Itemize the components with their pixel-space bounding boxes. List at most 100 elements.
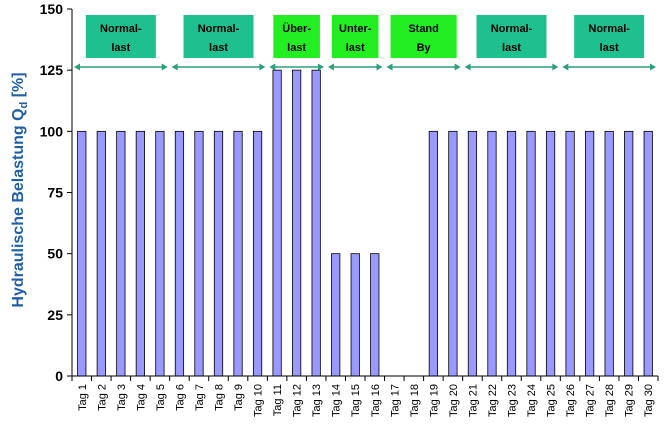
x-tick-label: Tag 8 xyxy=(214,384,226,411)
bar xyxy=(604,130,614,377)
bar xyxy=(77,130,87,377)
phase-arrowhead-right xyxy=(259,63,266,71)
bar xyxy=(292,69,302,377)
x-tick-label: Tag 12 xyxy=(292,384,304,417)
phase-arrowhead-right xyxy=(376,63,383,71)
phase-label-box xyxy=(390,15,457,58)
x-tick-label: Tag 6 xyxy=(174,384,186,411)
x-tick-label: Tag 27 xyxy=(585,384,597,417)
x-tick-label: Tag 23 xyxy=(507,384,519,417)
bar xyxy=(213,130,224,377)
bar xyxy=(643,130,653,377)
bar xyxy=(252,130,263,377)
bar xyxy=(526,130,536,377)
phase-arrowhead-left xyxy=(327,63,334,71)
phase-label-box xyxy=(183,15,254,58)
phase-group: Normal-last xyxy=(74,15,168,71)
phase-label-box xyxy=(273,15,320,58)
bar xyxy=(467,130,478,377)
x-tick-label: Tag 9 xyxy=(233,384,245,411)
phase-label-line2: last xyxy=(111,42,130,54)
y-tick-label: 150 xyxy=(40,1,64,17)
phase-label-line1: Normal- xyxy=(588,23,630,35)
bar xyxy=(624,130,634,377)
bar xyxy=(545,130,556,377)
bar xyxy=(585,130,595,377)
y-tick-label: 75 xyxy=(47,185,63,201)
phase-group: Unter-last xyxy=(327,15,383,71)
phase-arrowhead-left xyxy=(269,63,276,71)
bar xyxy=(565,130,575,377)
x-tick-label: Tag 19 xyxy=(428,384,440,417)
x-tick-label: Tag 30 xyxy=(643,384,655,417)
phase-label-line2: last xyxy=(502,42,521,54)
phase-label-box xyxy=(574,15,645,58)
phase-label-line2: last xyxy=(209,42,228,54)
x-tick-label: Tag 24 xyxy=(526,384,538,417)
bar xyxy=(331,253,341,377)
y-tick-label: 100 xyxy=(40,123,64,139)
bar xyxy=(272,69,282,377)
x-tick-label: Tag 25 xyxy=(546,384,558,417)
x-tick-label: Tag 3 xyxy=(116,384,128,411)
bar xyxy=(96,130,106,377)
x-tick-label: Tag 4 xyxy=(135,384,147,411)
phase-layer: Normal-lastNormal-lastÜber-lastUnter-las… xyxy=(74,15,656,71)
y-axis-label-unit: [%] xyxy=(10,72,27,101)
phase-group: Normal-last xyxy=(171,15,266,71)
x-tick-label: Tag 11 xyxy=(272,384,284,416)
phase-label-box xyxy=(331,15,379,58)
bar xyxy=(350,253,360,377)
x-tick-label: Tag 26 xyxy=(565,384,577,417)
phase-arrowhead-left xyxy=(464,63,471,71)
bar xyxy=(428,130,438,377)
axis-layer: 0 25 50 75 100 125 150 Tag 1 Tag 2 Tag 3 Tag 4 Tag … xyxy=(40,1,659,417)
phase-arrowhead-right xyxy=(552,63,559,71)
y-axis-label-main: Hydraulische Belastung Q xyxy=(10,108,27,307)
phase-label-line1: Unter- xyxy=(339,23,372,35)
phase-group: Über-last xyxy=(269,15,324,71)
bar xyxy=(155,130,165,377)
phase-label-line1: Normal- xyxy=(100,23,142,35)
phase-label-line1: Normal- xyxy=(198,23,240,35)
phase-arrowhead-left xyxy=(562,63,569,71)
bar xyxy=(311,69,321,377)
bar xyxy=(233,130,243,377)
x-tick-label: Tag 2 xyxy=(96,384,108,411)
bar-layer xyxy=(77,69,653,377)
phase-arrowhead-left xyxy=(74,63,80,71)
x-tick-label: Tag 5 xyxy=(155,384,167,411)
phase-label-box xyxy=(476,15,547,58)
phase-label-line2: last xyxy=(346,42,365,54)
y-tick-label: 25 xyxy=(47,307,63,323)
phase-label-line1: Über- xyxy=(282,22,311,35)
y-tick-label: 0 xyxy=(55,368,63,384)
phase-group: Stand By xyxy=(386,15,461,71)
x-tick-label: Tag 7 xyxy=(194,384,206,411)
x-tick-label: Tag 28 xyxy=(604,384,616,417)
x-tick-label: Tag 10 xyxy=(253,384,265,417)
phase-label-line1: Stand xyxy=(408,23,439,35)
phase-group: Normal-last xyxy=(464,15,559,71)
x-tick-label: Tag 15 xyxy=(350,384,362,417)
phase-label-line2: last xyxy=(600,42,619,54)
y-axis-label: Hydraulische Belastung Qd [%] xyxy=(10,72,30,307)
x-tick-label: Tag 17 xyxy=(389,384,401,417)
phase-arrowhead-left xyxy=(171,63,178,71)
x-tick-label: Tag 29 xyxy=(624,384,636,417)
x-tick-label: Tag 16 xyxy=(370,384,382,417)
bar xyxy=(116,130,126,377)
bar xyxy=(174,130,185,377)
y-tick-label: 50 xyxy=(47,246,63,262)
phase-arrowhead-right xyxy=(650,63,656,71)
bar xyxy=(506,130,517,377)
phase-arrowhead-left xyxy=(386,63,393,71)
x-tick-label: Tag 18 xyxy=(409,384,421,417)
x-tick-label: Tag 21 xyxy=(467,384,479,417)
phase-label-line2: last xyxy=(287,42,306,54)
y-axis-label-sub: d xyxy=(18,102,30,109)
phase-arrowhead-right xyxy=(454,63,461,71)
x-tick-label: Tag 1 xyxy=(77,384,89,411)
x-tick-label: Tag 13 xyxy=(311,384,323,417)
